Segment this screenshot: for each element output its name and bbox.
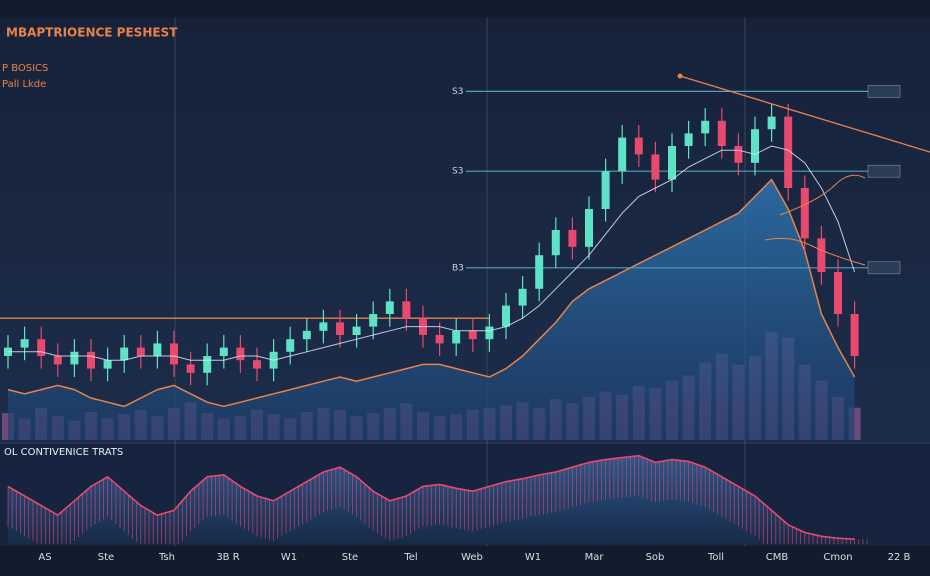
x-tick-label: AS (38, 552, 51, 563)
candle-body (120, 347, 129, 361)
candle-body (634, 137, 643, 155)
level-label: S3 (452, 87, 463, 97)
candle-body (468, 330, 477, 340)
level-badge (867, 261, 901, 275)
candle-body (800, 188, 809, 239)
candle-body (37, 339, 46, 356)
x-tick-label: W1 (281, 552, 297, 563)
candle-body (568, 230, 577, 247)
candle-body (319, 322, 328, 331)
layers: S3 S3 B3 AS Ste Tsh 3B R W1 Ste Tel Web W1 Mar Sob Tol… (0, 85, 911, 563)
candle-body (352, 326, 361, 335)
chart-title: MBAPTRIOENCE PESHEST (6, 26, 178, 40)
x-tick-label: Web (461, 552, 483, 563)
candle-body (551, 230, 560, 256)
candle-body (601, 171, 610, 209)
x-tick-label: Ste (342, 552, 358, 563)
level-badge (867, 85, 901, 98)
level-badge (867, 164, 901, 178)
x-tick-label: Tsh (158, 552, 175, 563)
candle-body (834, 272, 842, 314)
subtitle: P BOSICS (2, 63, 48, 74)
candle-body (153, 343, 162, 356)
candle-body (236, 347, 245, 361)
candle-body (518, 288, 527, 306)
x-tick-label: Cmon (823, 552, 852, 563)
candle-body (70, 351, 79, 365)
trend-anchor (677, 73, 683, 79)
candle-body (452, 330, 461, 344)
candle-body (20, 339, 29, 348)
x-tick-label: 22 B (888, 552, 911, 563)
candle-body (369, 314, 378, 327)
candle-body (219, 347, 228, 356)
oscillator-title: OL CONTIVENICE TRATS (4, 447, 123, 458)
area-edge (7, 178, 856, 408)
candle-body (435, 335, 444, 344)
candle-body (751, 129, 759, 163)
candle-body (302, 330, 311, 340)
candle-body (701, 120, 710, 134)
candle-body (136, 347, 145, 356)
candle-body (253, 360, 261, 369)
oscillator-line (7, 454, 855, 540)
x-tick-label: Ste (98, 552, 114, 563)
trend-curve (779, 174, 866, 216)
candle-body (186, 364, 195, 373)
x-tick-label: CMB (766, 552, 789, 563)
candle-body (717, 120, 726, 146)
candle-body (618, 137, 627, 172)
candle-body (535, 255, 544, 289)
x-tick-label: Toll (707, 552, 724, 563)
candle-body (734, 146, 743, 163)
area-fill (8, 179, 855, 440)
moving-average (8, 145, 856, 361)
candle-body (668, 146, 676, 180)
candle-body (784, 116, 793, 188)
level-label: S3 (452, 167, 463, 177)
candle-body (585, 209, 593, 247)
candle-body (103, 360, 112, 369)
x-tick-label: 3B R (216, 552, 239, 563)
candle-body (651, 154, 660, 180)
candle-body (336, 322, 344, 335)
candle-body (286, 339, 295, 352)
candle-body (485, 326, 494, 340)
candle-body (850, 314, 859, 356)
candle-body (684, 133, 693, 146)
candle-body (170, 343, 178, 365)
candle-body (767, 116, 776, 130)
x-tick-label: Sob (646, 552, 665, 563)
candle-body (502, 305, 510, 327)
subtitle: Pall Lkde (2, 79, 46, 90)
candle-body (87, 351, 95, 369)
level-label: B3 (452, 263, 464, 273)
trend-line (679, 75, 930, 153)
candle-body (385, 301, 394, 314)
x-tick-label: Mar (585, 552, 605, 563)
trend-curve (764, 237, 866, 266)
x-tick-label: Tel (403, 552, 417, 563)
candle-body (53, 356, 62, 365)
candle-body (402, 301, 411, 319)
x-tick-label: W1 (525, 552, 541, 563)
candle-body (203, 356, 212, 373)
candle-body (817, 238, 826, 272)
